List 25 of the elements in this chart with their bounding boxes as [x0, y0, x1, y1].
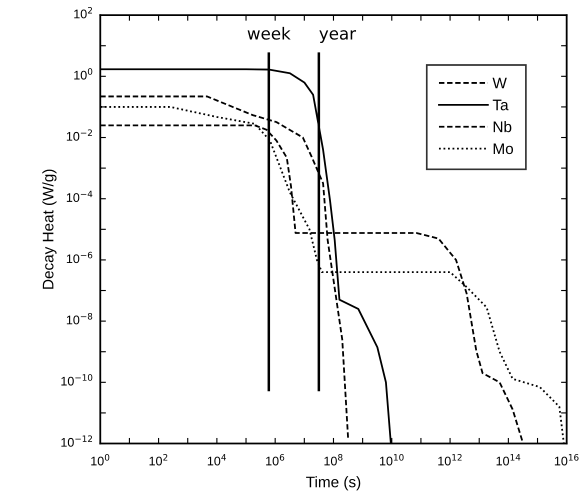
y-tick-label: 10$^{2}$ — [74, 6, 92, 18]
x-tick-label: 10$^{6}$ — [266, 454, 284, 466]
x-tick-label: 10$^{0}$ — [91, 454, 110, 466]
legend-label: Mo — [494, 143, 514, 154]
y-tick-label: 10$^{−10}$ — [61, 374, 92, 386]
y-tick-label: 10$^{0}$ — [74, 68, 92, 80]
x-tick-label: 10$^{16}$ — [554, 454, 579, 466]
y-axis-title: Decay Heat (W/g) — [42, 170, 57, 289]
y-tick-label: 10$^{−8}$ — [66, 312, 92, 324]
legend-label: W — [492, 78, 507, 88]
y-tick-label: 10$^{−12}$ — [61, 435, 92, 447]
x-tick-label: 10$^{12}$ — [438, 454, 462, 466]
legend-label: Nb — [494, 121, 512, 132]
x-tick-label: 10$^{10}$ — [380, 454, 404, 466]
x-tick-label: 10$^{4}$ — [208, 454, 226, 466]
x-axis-title: Time (s) — [306, 476, 360, 490]
legend-label: Ta — [492, 100, 509, 110]
y-tick-label: 10$^{−2}$ — [66, 129, 92, 141]
y-tick-label: 10$^{−4}$ — [66, 190, 92, 202]
x-tick-label: 10$^{14}$ — [496, 454, 520, 466]
x-tick-label: 10$^{8}$ — [324, 454, 342, 466]
ref-line-label: year — [319, 30, 356, 43]
ref-line-label: week — [248, 26, 291, 40]
y-tick-label: 10$^{−6}$ — [66, 252, 92, 264]
x-tick-label: 10$^{2}$ — [150, 454, 168, 466]
